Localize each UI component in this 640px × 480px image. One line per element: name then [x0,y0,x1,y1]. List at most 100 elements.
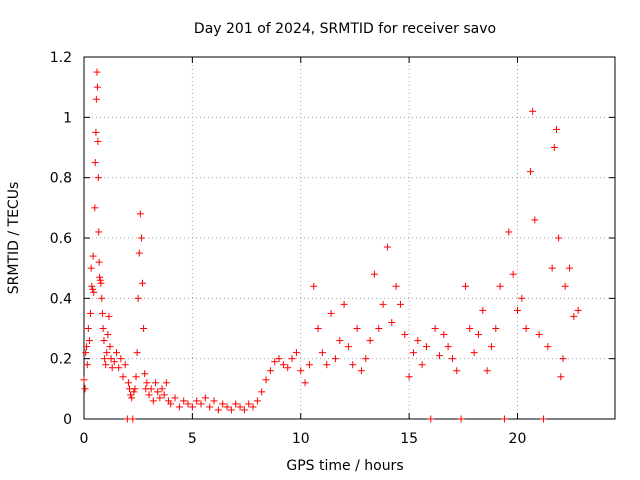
data-point [121,361,129,369]
data-point [135,249,143,257]
data-point [83,361,91,369]
data-point [505,228,513,236]
data-point [107,355,115,363]
data-point [85,337,93,345]
chart-title: Day 201 of 2024, SRMTID for receiver sav… [194,21,496,37]
x-tick-label: 20 [509,431,527,447]
data-point [98,309,106,317]
data-point [526,168,534,176]
data-point [548,264,556,272]
data-point [457,415,465,423]
data-point [249,403,257,411]
data-point [89,285,97,293]
data-point [127,391,135,399]
data-point [140,325,148,332]
data-point [132,373,140,381]
y-tick-label: 0.8 [50,171,72,187]
data-point [80,376,88,384]
data-point [301,379,309,387]
data-point [232,400,240,408]
data-point [106,343,114,351]
data-point [253,397,261,405]
data-point [149,397,157,405]
y-tick-label: 1 [63,110,72,126]
data-point [474,331,482,339]
data-point [574,306,582,314]
data-point [139,279,147,287]
data-point [105,312,113,320]
data-point [180,397,188,405]
data-point [134,294,142,302]
data-point [427,415,435,423]
data-point [544,343,552,351]
data-point [529,107,537,115]
data-point [84,325,92,332]
data-point [559,355,567,363]
data-point [405,373,413,381]
y-tick-label: 0.6 [50,231,72,247]
data-point [388,318,396,326]
x-tick-label: 5 [188,431,197,447]
data-point [96,273,104,281]
data-point [392,282,400,290]
data-point [92,128,100,136]
data-point [130,388,138,396]
data-point [113,349,121,357]
data-point [349,361,357,369]
data-point [128,394,136,402]
data-point [266,367,274,375]
data-point [93,68,101,76]
data-point [383,243,391,251]
data-point [552,125,560,133]
data-point [271,358,279,366]
data-point [353,325,361,332]
data-point [318,349,326,357]
data-point [91,159,99,167]
data-point [262,376,270,384]
data-point [314,325,322,332]
data-point [115,364,123,372]
data-point [422,343,430,351]
data-point [143,379,151,387]
data-point [119,373,127,381]
data-point [288,355,296,363]
data-point [214,406,222,414]
data-point [240,406,248,414]
data-point [98,294,106,302]
data-point [444,343,452,351]
data-point [565,264,573,272]
data-point [136,210,144,218]
data-point [167,400,175,408]
data-point [531,216,539,224]
data-point [162,379,170,387]
data-point [83,343,91,351]
data-point [258,388,266,396]
data-point [470,349,478,357]
data-point [479,306,487,314]
data-point [435,352,443,360]
data-point [102,361,110,369]
data-point [152,379,160,387]
data-point [103,349,111,357]
data-point [279,361,287,369]
data-point [101,355,109,363]
data-point [331,355,339,363]
data-point [535,331,543,339]
data-point [197,400,205,408]
data-point [95,258,103,266]
data-point [522,325,530,332]
data-point [370,270,378,278]
data-point [219,400,227,408]
data-point [110,358,118,366]
data-point [90,288,98,296]
data-point [539,415,547,423]
data-point [131,385,139,393]
x-axis-label: GPS time / hours [286,458,403,474]
data-point [409,349,417,357]
data-point [184,400,192,408]
data-point [327,309,335,317]
data-point [210,397,218,405]
data-point [94,137,102,145]
data-point [188,403,196,411]
data-point [487,343,495,351]
